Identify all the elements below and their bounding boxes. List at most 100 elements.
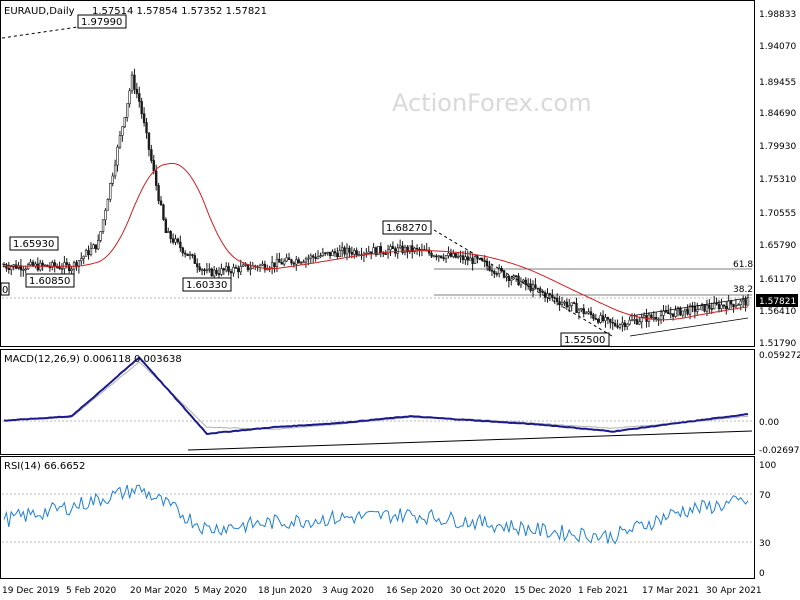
candle-body <box>167 231 170 234</box>
label-p2: 1.60850 <box>29 276 70 287</box>
candle-body <box>640 316 643 322</box>
candle-body <box>65 262 69 265</box>
candle-body <box>94 244 97 250</box>
candle-body <box>488 265 491 271</box>
candle-body <box>84 250 88 257</box>
candle-body <box>340 247 344 251</box>
label-box <box>560 332 610 347</box>
candle-body <box>415 247 419 250</box>
candle-body <box>147 132 151 150</box>
candle-body <box>577 309 581 313</box>
candle-body <box>541 290 544 293</box>
candle-body <box>164 219 168 234</box>
macd-panel-frame <box>0 349 755 455</box>
candle-body <box>478 258 482 260</box>
symbol-title: EURAUD,Daily <box>4 6 75 17</box>
candle-body <box>275 258 279 267</box>
candle-body <box>683 308 687 312</box>
y-tick: 1.84690 <box>759 109 796 119</box>
candle-body <box>249 268 252 270</box>
candle-body <box>430 252 433 257</box>
candle-body <box>461 255 465 261</box>
candle-body <box>411 245 414 252</box>
candle-body <box>698 305 701 310</box>
candle-body <box>135 88 139 94</box>
candle-body <box>599 315 602 323</box>
candle-body <box>391 246 395 250</box>
candle-body <box>442 257 445 260</box>
x-tick: 18 Jun 2020 <box>258 586 312 596</box>
candle-body <box>734 305 738 308</box>
candle-body <box>138 93 141 102</box>
candle-body <box>686 308 689 315</box>
candle-body <box>720 304 723 310</box>
candle-body <box>118 135 122 148</box>
candle-body <box>621 322 624 326</box>
label-box <box>182 277 232 292</box>
candle-body <box>379 246 383 254</box>
candle-body <box>142 113 146 123</box>
candles <box>2 68 750 332</box>
candle-body <box>642 315 646 318</box>
candle-body <box>302 261 305 264</box>
candle-body <box>104 209 107 221</box>
candle-body <box>604 317 607 322</box>
candle-body <box>343 247 346 255</box>
candle-body <box>191 254 194 256</box>
candle-body <box>594 318 598 320</box>
candle-body <box>304 258 308 263</box>
candle-body <box>408 245 412 253</box>
candle-body <box>452 253 455 257</box>
macd-line <box>3 356 749 435</box>
candle-body <box>316 256 320 259</box>
candle-body <box>601 315 605 322</box>
candle-body <box>241 264 245 267</box>
candle-body <box>671 313 675 317</box>
candle-body <box>285 257 288 262</box>
ohlc-readout: 1.57514 1.57854 1.57352 1.57821 <box>92 6 267 17</box>
candle-body <box>522 279 525 283</box>
candle-body <box>688 305 692 315</box>
candle-body <box>568 305 571 308</box>
annotations <box>1 19 752 337</box>
x-tick: 19 Dec 2019 <box>2 586 60 596</box>
candle-body <box>572 302 576 304</box>
candle-body <box>311 255 315 258</box>
candle-body <box>635 319 639 325</box>
y-tick: 1.94070 <box>759 42 796 52</box>
candle-body <box>121 126 124 136</box>
candle-body <box>186 253 189 256</box>
candle-body <box>650 314 653 318</box>
candle-body <box>162 204 165 220</box>
candle-body <box>336 252 339 258</box>
x-axis: 19 Dec 2019 5 Feb 2020 20 Mar 2020 5 May… <box>2 586 762 596</box>
candle-body <box>727 300 730 310</box>
candle-body <box>77 260 81 267</box>
macd-signal-line <box>3 361 748 430</box>
candle-body <box>662 310 665 316</box>
candle-body <box>338 250 341 258</box>
candle-body <box>456 256 460 258</box>
candle-body <box>427 249 431 254</box>
candle-body <box>630 319 634 322</box>
y-tick: 1.98833 <box>759 10 796 20</box>
candle-body <box>225 266 228 271</box>
candle-body <box>514 275 518 277</box>
label-p4: 1.68270 <box>386 223 427 234</box>
candle-body <box>229 271 233 274</box>
candle-body <box>7 267 11 270</box>
candle-body <box>321 252 325 256</box>
y-tick: 1.61170 <box>759 275 796 285</box>
candle-body <box>292 262 296 265</box>
current-price: 1.57821 <box>759 297 796 307</box>
fib-382-label: 38.2 <box>733 285 753 295</box>
candle-body <box>628 319 631 325</box>
candle-body <box>290 259 293 264</box>
candle-body <box>169 231 172 239</box>
candle-body <box>51 262 54 268</box>
label-p3: 1.60330 <box>186 280 227 291</box>
candle-body <box>437 255 441 258</box>
candle-body <box>196 263 199 268</box>
current-price-badge <box>756 294 798 307</box>
candle-body <box>406 246 409 253</box>
